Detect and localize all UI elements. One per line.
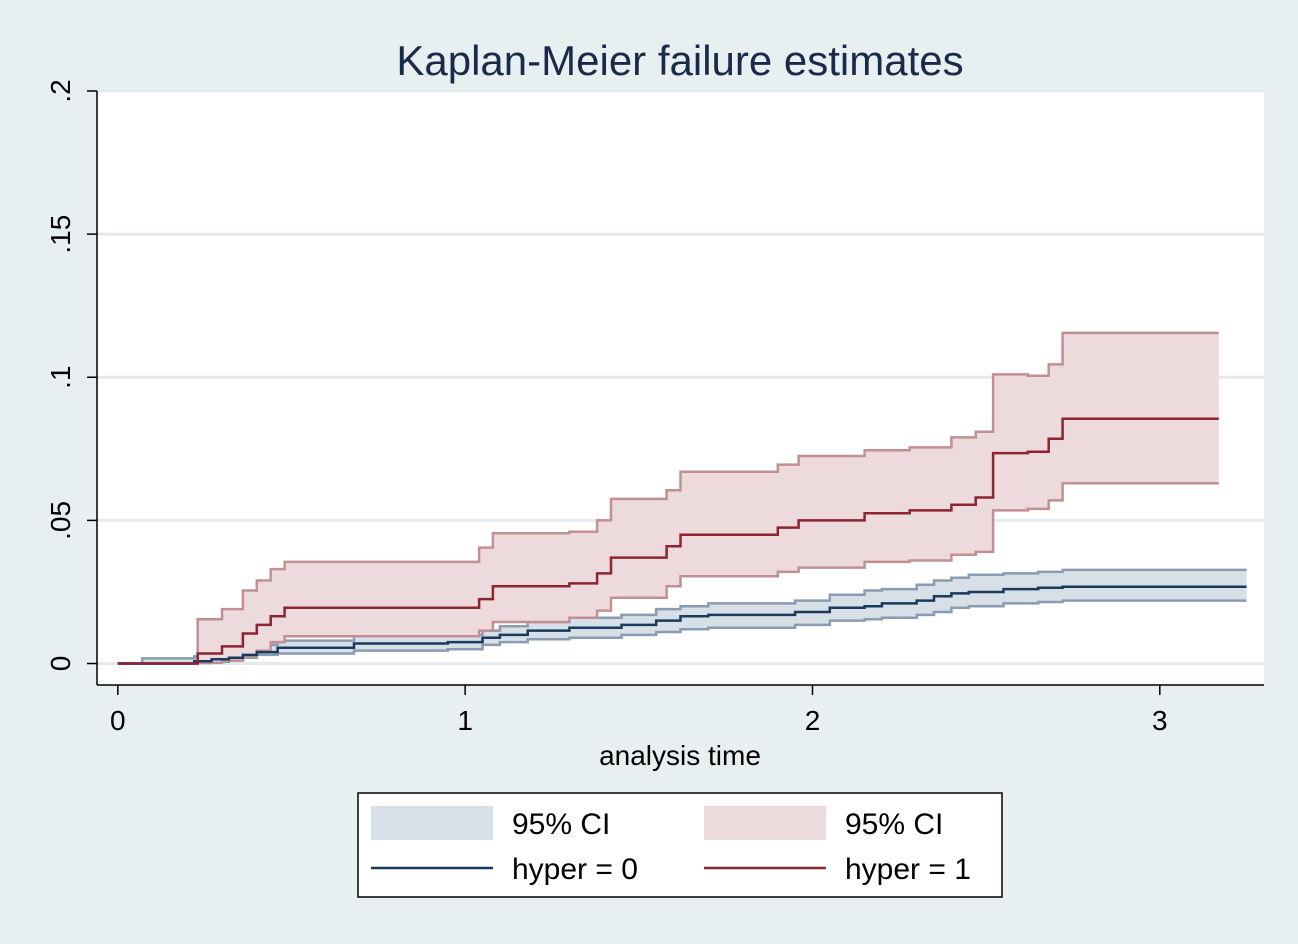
y-tick-label-3: .15 [45,215,76,254]
x-tick-label-1: 1 [457,705,473,736]
y-tick-label-2: .1 [45,366,76,389]
km-line-series-1 [117,417,1219,665]
axes: 0 1 2 3 0 .05 .1 .15 .2 [45,79,1264,736]
y-tick-label-0: 0 [45,656,76,672]
x-axis-title: analysis time [599,740,761,771]
x-tick-label-0: 0 [110,705,126,736]
km-line-series-0 [117,585,1247,665]
ci-lower-series-1 [117,481,1219,665]
legend-label-3: hyper = 1 [845,853,971,886]
legend-label-2: hyper = 0 [512,853,638,886]
x-tick-label-2: 2 [805,705,821,736]
series-lines [117,417,1247,665]
y-tick-label-1: .05 [45,501,76,540]
legend-label-1: 95% CI [845,808,943,841]
x-tick-label-3: 3 [1152,705,1168,736]
legend-swatch-ci-1 [704,806,826,840]
legend-swatch-ci-0 [371,806,493,840]
ci-upper-series-1 [117,331,1219,665]
legend-label-0: 95% CI [512,808,610,841]
ci-band-series-1 [117,332,1219,664]
chart-title: Kaplan-Meier failure estimates [396,37,963,84]
ci-lower-series-0 [117,599,1247,665]
y-tick-label-4: .2 [45,79,76,102]
legend: 95% CI 95% CI hyper = 0 hyper = 1 [357,792,1003,898]
